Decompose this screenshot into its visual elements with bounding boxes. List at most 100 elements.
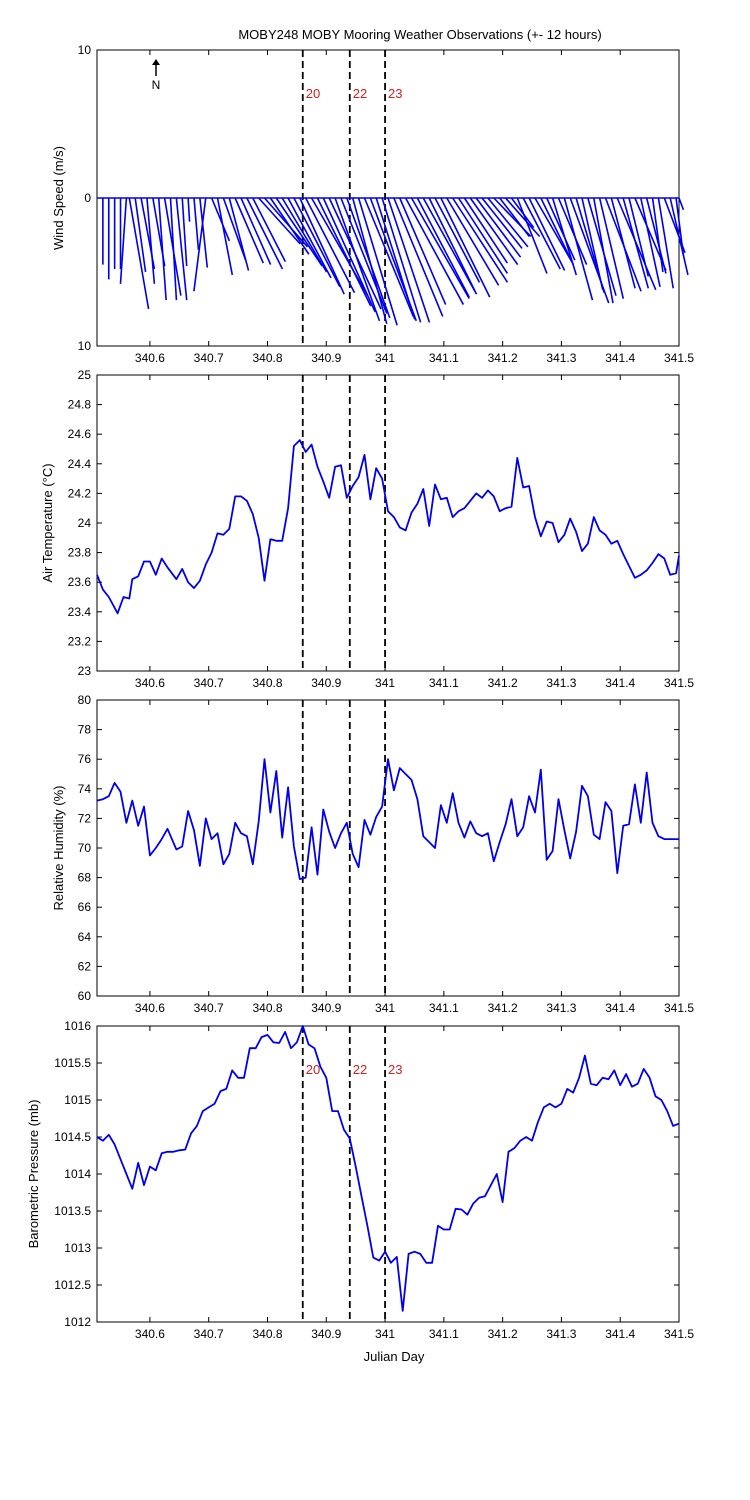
relative-humidity-ytick-label: 60 (78, 989, 92, 1003)
wind-stick (475, 197, 522, 258)
wind-stick (522, 197, 561, 270)
wind-stick (422, 197, 478, 295)
wind-stick (393, 197, 444, 317)
wind-speed-xtick-label: 340.8 (252, 351, 282, 365)
air-temperature-ytick-label: 23.8 (68, 546, 92, 560)
wind-stick (146, 197, 156, 284)
air-temperature-ylabel: Air Temperature (°C) (40, 463, 55, 582)
wind-speed-ytick-label: 10 (78, 339, 92, 353)
air-temperature-xtick-label: 341.5 (664, 676, 694, 690)
relative-humidity-ytick-label: 76 (78, 752, 92, 766)
relative-humidity-xtick-label: 340.9 (311, 1001, 341, 1015)
wind-stick (157, 197, 167, 301)
julian-day-xlabel: Julian Day (364, 1349, 425, 1364)
wind-stick (381, 197, 422, 323)
barometric-pressure-event-label: 23 (388, 1062, 402, 1077)
barometric-pressure-event-label: 20 (306, 1062, 320, 1077)
wind-stick (457, 197, 509, 274)
relative-humidity-xtick-label: 341.5 (664, 1001, 694, 1015)
wind-speed-xtick-label: 340.9 (311, 351, 341, 365)
air-temperature-xtick-label: 341.3 (546, 676, 576, 690)
wind-speed-xtick-label: 341.3 (546, 351, 576, 365)
air-temperature-xtick-label: 341.1 (429, 676, 459, 690)
barometric-pressure-ytick-label: 1015.5 (54, 1056, 91, 1070)
air-temperature-ytick-label: 24.8 (68, 398, 92, 412)
wind-stick (187, 197, 191, 222)
wind-stick (193, 197, 207, 292)
wind-stick (640, 197, 661, 287)
air-temperature-ytick-label: 24.2 (68, 486, 92, 500)
wind-speed-ytick-label: 10 (78, 43, 92, 57)
wind-stick (563, 197, 594, 301)
relative-humidity-ytick-label: 74 (78, 782, 92, 796)
barometric-pressure-ylabel: Barometric Pressure (mb) (26, 1100, 41, 1249)
air-temperature-xtick-label: 341.2 (488, 676, 518, 690)
relative-humidity-xtick-label: 341.2 (488, 1001, 518, 1015)
wind-stick (281, 197, 328, 273)
relative-humidity-ytick-label: 70 (78, 841, 92, 855)
wind-speed-ylabel: Wind Speed (m/s) (51, 146, 66, 250)
wind-speed-sticks (97, 197, 689, 326)
relative-humidity-series (96, 758, 679, 880)
wind-speed-panel: 10 0 10 340.6 340.7 340.8 340.9 341 341.1 341.2 34… (51, 43, 694, 365)
air-temperature-xtick-label: 340.7 (194, 676, 224, 690)
wind-stick (357, 197, 398, 326)
barometric-pressure-series (96, 1025, 680, 1312)
barometric-pressure-xtick-label: 341.5 (664, 1327, 694, 1341)
wind-stick (628, 197, 650, 277)
air-temperature-ytick-label: 24 (78, 516, 92, 530)
wind-stick (598, 197, 625, 299)
wind-stick (487, 197, 529, 248)
wind-stick (210, 197, 231, 242)
relative-humidity-ytick-label: 78 (78, 723, 92, 737)
relative-humidity-xtick-label: 341.4 (605, 1001, 635, 1015)
wind-stick (134, 197, 147, 273)
wind-speed-ticks: 10 0 10 340.6 340.7 340.8 340.9 341 341.1 341.2 34… (78, 43, 695, 365)
air-temperature-ytick-label: 25 (78, 368, 92, 382)
wind-stick (263, 197, 309, 248)
wind-stick (440, 197, 491, 298)
relative-humidity-xtick-label: 340.6 (135, 1001, 165, 1015)
wind-stick (481, 197, 523, 249)
wind-stick (528, 197, 566, 271)
wind-stick (551, 197, 578, 276)
north-arrow-icon: N (152, 59, 160, 92)
relative-humidity-ytick-label: 80 (78, 693, 92, 707)
wind-speed-xtick-label: 341.2 (488, 351, 518, 365)
barometric-pressure-xtick-label: 341 (375, 1327, 395, 1341)
wind-stick (363, 197, 415, 317)
wind-stick (410, 197, 470, 300)
barometric-pressure-xtick-label: 340.8 (252, 1327, 282, 1341)
wind-stick (169, 197, 178, 301)
barometric-pressure-xtick-label: 341.3 (546, 1327, 576, 1341)
wind-stick (240, 197, 272, 265)
wind-stick (451, 197, 509, 283)
wind-speed-event-label: 22 (353, 86, 367, 101)
wind-stick (316, 197, 372, 307)
wind-stick (651, 197, 664, 273)
relative-humidity-event-markers (301, 700, 386, 996)
air-temperature-xtick-label: 341 (375, 676, 395, 690)
wind-stick (234, 197, 265, 264)
air-temperature-panel: 23 23.2 23.4 23.6 23.8 24 24.2 24.4 24.6 24.8 25 34… (40, 368, 694, 690)
relative-humidity-plot-frame (96, 699, 680, 997)
wind-speed-xtick-label: 341.5 (664, 351, 694, 365)
air-temperature-ticks: 23 23.2 23.4 23.6 23.8 24 24.2 24.4 24.6 24.8 25 34… (68, 368, 695, 690)
wind-stick (428, 197, 476, 292)
relative-humidity-panel: 60 62 64 66 68 70 72 74 76 78 80 340.6 340.7 340.8 340… (51, 693, 694, 1015)
barometric-pressure-ytick-label: 1013.5 (54, 1204, 91, 1218)
air-temperature-ytick-label: 23.2 (68, 634, 92, 648)
barometric-pressure-xtick-label: 341.2 (488, 1327, 518, 1341)
wind-stick (216, 197, 234, 276)
barometric-pressure-xtick-label: 341.4 (605, 1327, 635, 1341)
barometric-pressure-ytick-label: 1016 (64, 1019, 91, 1033)
wind-stick (228, 197, 250, 271)
relative-humidity-ytick-label: 62 (78, 959, 92, 973)
relative-humidity-ticks: 60 62 64 66 68 70 72 74 76 78 80 340.6 340.7 340.8 340… (78, 693, 695, 1015)
barometric-pressure-event-markers: 20 22 23 (301, 1026, 403, 1322)
barometric-pressure-ytick-label: 1014.5 (54, 1130, 91, 1144)
relative-humidity-xtick-label: 340.8 (252, 1001, 282, 1015)
wind-stick (375, 197, 416, 320)
wind-stick (463, 197, 509, 264)
